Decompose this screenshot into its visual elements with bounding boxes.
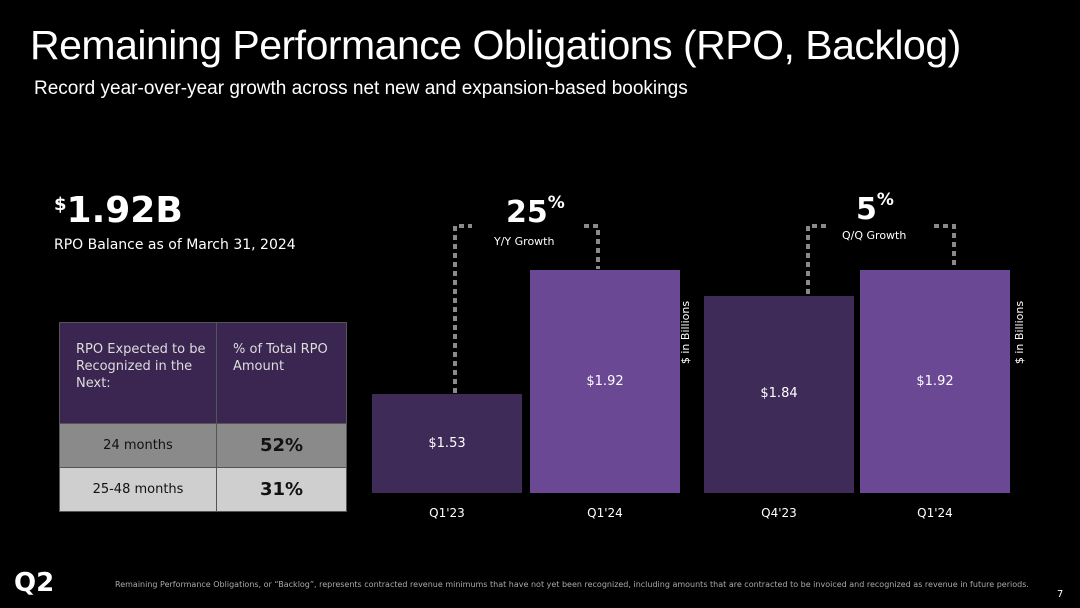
bar-data-label: $1.92 <box>586 373 624 389</box>
bar-Q123 <box>372 394 522 493</box>
bar-Q423 <box>704 295 854 493</box>
qq-connector-right <box>934 224 956 269</box>
x-tick-label: Q1'23 <box>429 506 465 520</box>
x-tick-label: Q1'24 <box>587 506 623 520</box>
bar-data-label: $1.92 <box>916 373 954 389</box>
slide-title: Remaining Performance Obligations (RPO, … <box>30 22 961 68</box>
table-cell: 25-48 months <box>59 467 217 512</box>
x-tick-label: Q1'24 <box>917 506 953 520</box>
qq-growth-value: 5% <box>856 190 894 227</box>
rpo-recognition-table: RPO Expected to be Recognized in the Nex… <box>59 322 347 512</box>
slide-subtitle: Record year-over-year growth across net … <box>34 78 688 99</box>
table-row: 25-48 months 31% <box>59 467 347 512</box>
table-cell: 31% <box>216 467 347 512</box>
rpo-balance-label: RPO Balance as of March 31, 2024 <box>54 237 296 253</box>
y-unit-label: $ in Billions <box>679 300 693 365</box>
bar-Q124 <box>530 270 680 493</box>
table-header: RPO Expected to be Recognized in the Nex… <box>59 322 217 424</box>
yy-connector-right <box>584 224 600 269</box>
bar-data-label: $1.84 <box>760 386 798 402</box>
bar-data-label: $1.53 <box>428 435 466 451</box>
qq-connector-left <box>806 224 828 294</box>
y-unit-label: $ in Billions <box>1013 300 1027 365</box>
page-number: 7 <box>1057 589 1064 600</box>
footnote: Remaining Performance Obligations, or “B… <box>115 580 1029 589</box>
table-header: % of Total RPO Amount <box>216 322 347 424</box>
yy-growth-value: 25% <box>506 193 565 230</box>
qq-growth-label: Q/Q Growth <box>842 229 907 242</box>
q2-logo: Q2 <box>14 568 55 598</box>
table-header-row: RPO Expected to be Recognized in the Nex… <box>59 322 347 424</box>
x-tick-label: Q4'23 <box>761 506 797 520</box>
yy-growth-label: Y/Y Growth <box>494 235 555 248</box>
currency-symbol: $ <box>54 194 67 215</box>
bar-Q124 <box>860 270 1010 493</box>
rpo-balance-value: $1.92B <box>54 190 183 231</box>
rpo-value: 1.92B <box>66 190 183 231</box>
yy-connector-left <box>453 224 472 393</box>
